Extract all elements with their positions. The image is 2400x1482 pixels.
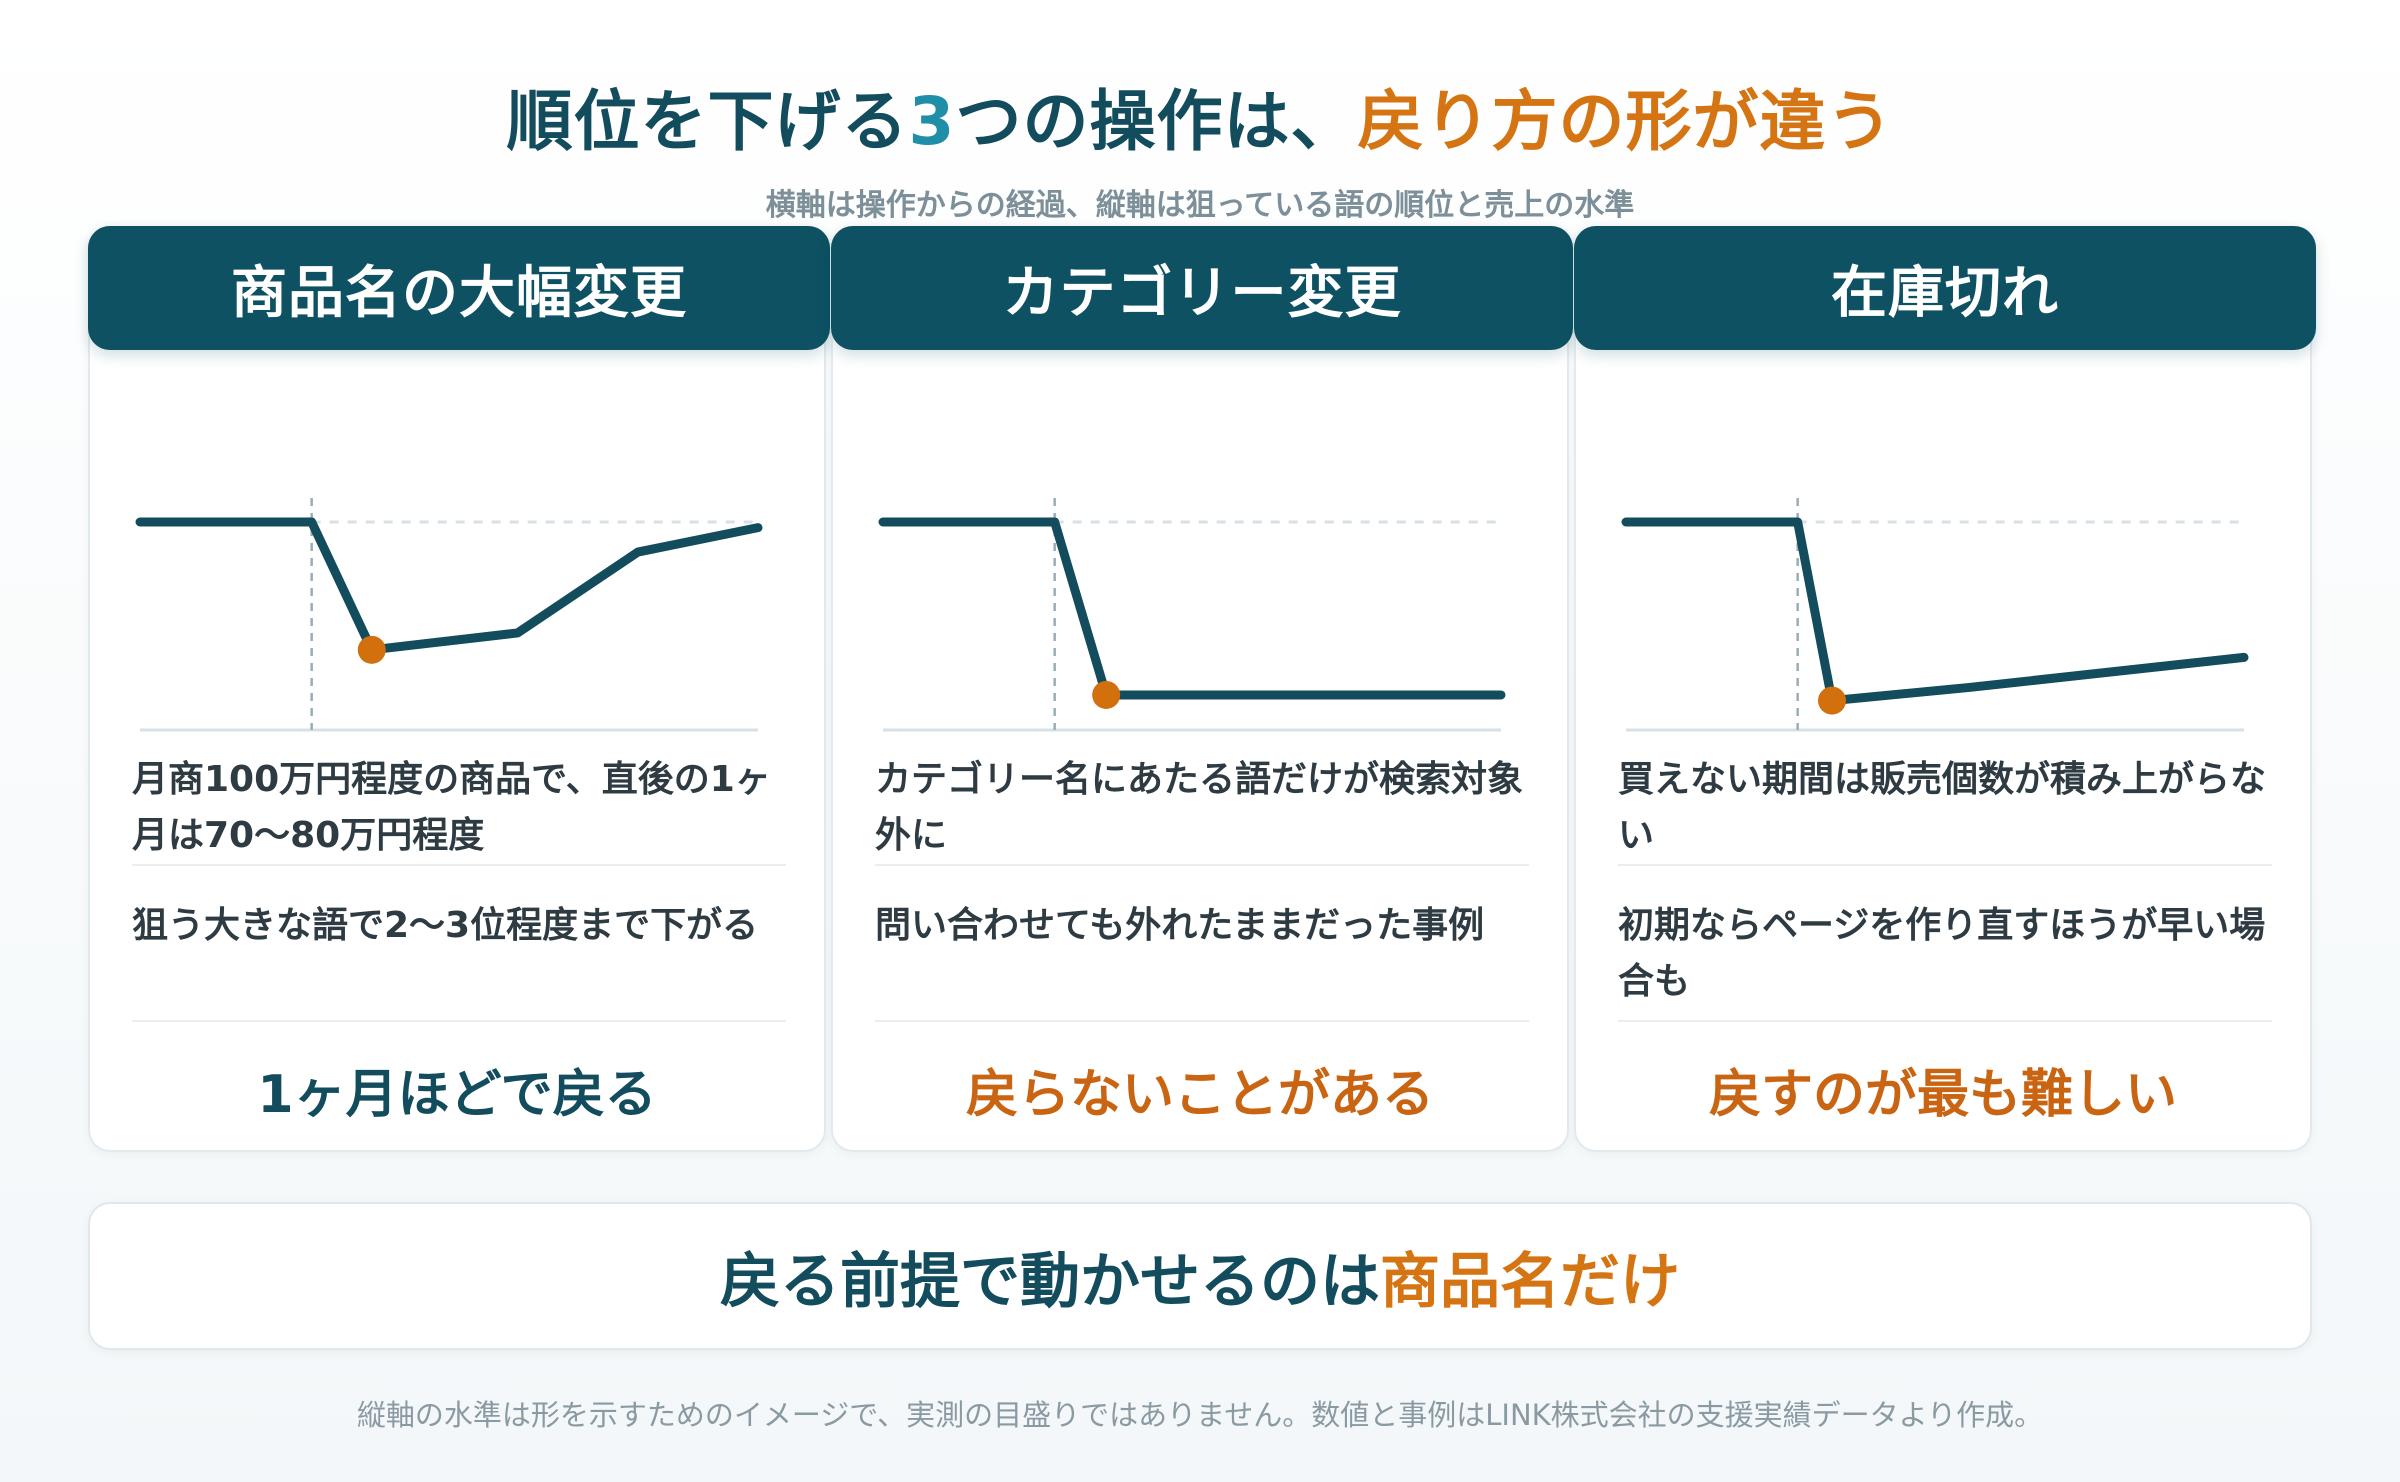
series-line	[1621, 517, 2249, 706]
page-title: 順位を下げる3つの操作は、戻り方の形が違う	[0, 68, 2400, 164]
title-part2: つの操作は、	[955, 83, 1358, 160]
series-line	[135, 517, 763, 655]
card-note: 狙う大きな語で2〜3位程度まで下がる	[132, 892, 786, 1022]
banner-accent: 商品名だけ	[1380, 1246, 1680, 1317]
card-note: カテゴリー名にあたる語だけが検索対象外に	[875, 748, 1529, 866]
card-product-name-change: 商品名の大幅変更 月商100万円程度の商品で、直後の1ヶ月は70〜80万円程度 …	[88, 226, 830, 1152]
chart-svg	[135, 498, 763, 732]
title-accent: 戻り方の形が違う	[1357, 83, 1894, 160]
lowest-point-marker	[1092, 680, 1121, 709]
page-subtitle: 横軸は操作からの経過、縦軸は狙っている語の順位と売上の水準	[765, 188, 1635, 223]
card-result: 戻すのが最も難しい	[1708, 1065, 2177, 1125]
card-header: 在庫切れ	[1574, 226, 2316, 350]
card-header: 商品名の大幅変更	[88, 226, 830, 350]
lowest-point-marker	[357, 635, 386, 664]
card-result: 1ヶ月ほどで戻る	[257, 1065, 657, 1125]
card-note: 月商100万円程度の商品で、直後の1ヶ月は70〜80万円程度	[132, 748, 786, 866]
series-line	[878, 517, 1506, 700]
card-result: 戻らないことがある	[965, 1065, 1434, 1125]
lowest-point-marker	[1818, 686, 1846, 715]
shape-chart	[110, 438, 808, 958]
title-part1: 順位を下げる	[506, 83, 909, 160]
footnote: 縦軸の水準は形を示すためのイメージで、実測の目盛りではありません。数値と事例はL…	[356, 1398, 2044, 1432]
title-number: 3	[908, 83, 956, 160]
card-out-of-stock: 在庫切れ 買えない期間は販売個数が積み上がらない 初期ならページを作り直すほうが…	[1574, 226, 2316, 1152]
chart-svg	[878, 498, 1506, 732]
card-note: 初期ならページを作り直すほうが早い場合も	[1618, 892, 2272, 1022]
card-note: 問い合わせても外れたままだった事例	[875, 892, 1529, 1022]
shape-chart	[853, 438, 1551, 958]
card-header: カテゴリー変更	[831, 226, 1573, 350]
card-note: 買えない期間は販売個数が積み上がらない	[1618, 748, 2272, 866]
shape-chart	[1596, 438, 2294, 958]
conclusion-banner: 戻る前提で動かせるのは 商品名だけ	[88, 1202, 2312, 1350]
chart-svg	[1621, 498, 2249, 732]
card-category-change: カテゴリー変更 カテゴリー名にあたる語だけが検索対象外に 問い合わせても外れたま…	[831, 226, 1573, 1152]
banner-text: 戻る前提で動かせるのは	[720, 1246, 1380, 1317]
